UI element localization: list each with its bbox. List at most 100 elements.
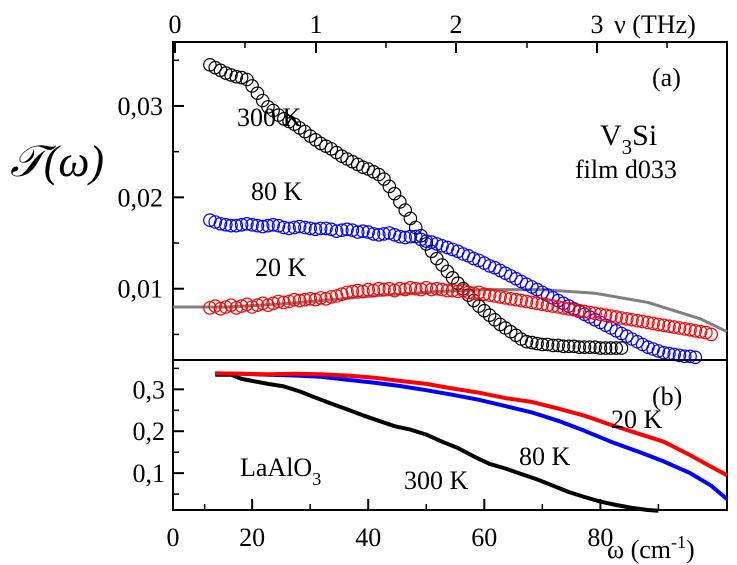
data-point (287, 220, 302, 235)
data-point (487, 289, 502, 303)
data-point (271, 218, 286, 233)
data-point (350, 225, 365, 239)
data-point (546, 299, 560, 313)
panel-b-series (215, 371, 729, 513)
data-point (419, 280, 434, 295)
top-tick-label: 3 (591, 10, 604, 39)
data-point (276, 295, 291, 310)
data-point (498, 291, 513, 305)
data-point (482, 288, 497, 302)
data-point (524, 335, 539, 350)
data-point (598, 341, 613, 355)
series-label-20k-a: 20 K (255, 253, 307, 282)
data-point (614, 311, 629, 325)
data-point (319, 221, 333, 236)
data-point (646, 316, 660, 331)
data-point (487, 312, 502, 327)
data-point (313, 291, 328, 305)
data-point (677, 349, 692, 364)
data-point (577, 340, 592, 354)
panel-b-frame (172, 359, 728, 511)
data-point (461, 285, 476, 300)
data-point (292, 219, 307, 234)
data-point (535, 337, 550, 352)
data-point (234, 218, 249, 232)
data-point (308, 222, 323, 237)
data-point (308, 292, 323, 307)
x-tick-label: 60 (471, 523, 497, 552)
top-tick-label: 2 (450, 10, 463, 39)
data-point (509, 292, 523, 307)
data-point (419, 234, 434, 248)
data-point (493, 290, 507, 304)
y-tick-label: 0,01 (118, 275, 164, 304)
panel-b-xlabel-sup: -1 (671, 532, 686, 552)
data-point (361, 225, 375, 239)
data-point (540, 337, 555, 352)
panel-a-fit-line (173, 288, 728, 334)
data-point (282, 294, 296, 309)
data-point (234, 299, 249, 313)
data-point (593, 341, 608, 355)
data-point (519, 294, 534, 309)
data-point (567, 339, 581, 354)
data-point (667, 320, 681, 334)
panel-a-label: (a) (652, 63, 681, 92)
data-point (530, 336, 544, 351)
data-point (266, 103, 280, 118)
data-point (371, 167, 386, 182)
material-label-b: LaAlO3 (240, 453, 321, 489)
data-point (588, 340, 602, 354)
data-point (287, 292, 302, 307)
data-point (424, 282, 439, 297)
y-tick-label: 0,03 (118, 92, 164, 121)
data-point (261, 218, 275, 233)
top-tick-label: 0 (169, 10, 182, 39)
data-point (345, 284, 360, 299)
top-tick-label: 1 (310, 10, 323, 39)
data-point (693, 324, 708, 339)
data-point (699, 325, 713, 340)
data-point (334, 287, 349, 301)
data-point (635, 314, 650, 329)
data-point (240, 217, 254, 231)
y-tick-label: 0,3 (133, 375, 166, 404)
series-300-k-points (203, 58, 629, 355)
data-point (213, 217, 228, 231)
data-point (340, 222, 354, 237)
data-point (672, 348, 687, 363)
data-point (377, 172, 391, 186)
data-point (255, 296, 270, 311)
data-point (408, 281, 423, 296)
data-point (356, 224, 370, 238)
data-point (229, 218, 244, 233)
data-point (551, 338, 565, 353)
data-point (245, 218, 259, 232)
data-point (303, 291, 317, 306)
data-point (224, 218, 238, 233)
data-point (519, 334, 534, 349)
panel-b-xlabel-tail: ) (686, 535, 695, 564)
data-point (371, 228, 386, 242)
series-300-k-line (215, 372, 659, 513)
data-point (329, 224, 344, 238)
material-label-b-main: LaAlO (240, 453, 312, 482)
series-label-80k-b: 80 K (519, 442, 571, 471)
data-point (266, 296, 280, 311)
data-point (672, 321, 687, 335)
data-point (298, 292, 312, 307)
material-label-a-tail: Si (632, 119, 657, 152)
data-point (551, 300, 565, 314)
panel-a-top-axis-label: ν (THz) (614, 10, 696, 39)
data-point (451, 276, 465, 290)
panel-a-series (203, 58, 718, 365)
panel-b: 0,10,20,3 0 20 40 60 80 (b) ω (cm-1) LaAlO3 … (133, 359, 729, 564)
data-point (414, 282, 428, 297)
data-point (582, 340, 597, 354)
data-point (250, 298, 265, 312)
y-tick-label: 0,02 (118, 183, 164, 212)
panel-b-y-ticks: 0,1 0,2 0,3 (133, 367, 184, 495)
data-point (604, 341, 618, 355)
data-point (609, 341, 623, 355)
data-point (630, 313, 645, 328)
